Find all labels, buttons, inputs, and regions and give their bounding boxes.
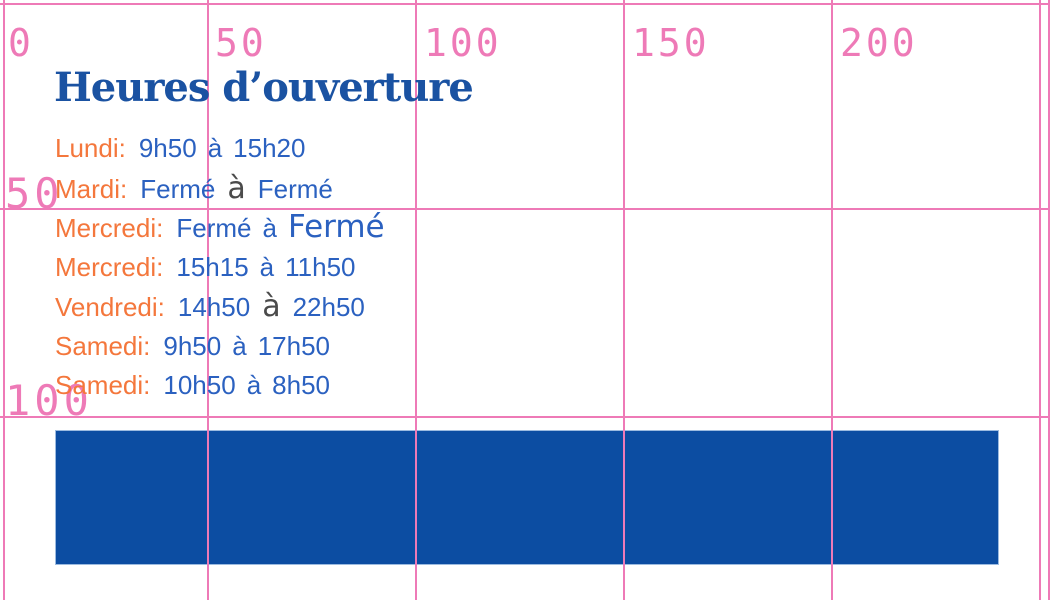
- separator: à: [227, 170, 246, 206]
- day-label: Mercredi:: [55, 251, 164, 282]
- day-label: Lundi:: [55, 133, 126, 163]
- open-time: 9h50: [138, 133, 197, 163]
- open-time: 10h50: [163, 370, 236, 400]
- blue-banner: [55, 430, 999, 565]
- separator: à: [246, 370, 262, 400]
- opening-hours-row: Mercredi: Fermé à Fermé: [55, 208, 385, 248]
- day-label: Vendredi:: [55, 292, 165, 322]
- opening-hours-row: Mercredi: 15h15 à 11h50: [55, 248, 385, 288]
- day-label: Samedi:: [55, 370, 151, 400]
- day-label: Mardi:: [55, 173, 128, 204]
- close-time: 15h20: [233, 133, 306, 163]
- close-time: Fermé: [287, 209, 385, 245]
- close-time: 22h50: [292, 292, 365, 322]
- open-time: 9h50: [163, 330, 222, 361]
- open-time: Fermé: [140, 173, 216, 204]
- separator: à: [262, 289, 281, 324]
- close-time: 8h50: [272, 370, 331, 400]
- open-time: 14h50: [177, 292, 251, 322]
- close-time: 11h50: [285, 251, 356, 282]
- opening-hours-row: Samedi: 10h50 à 8h50: [55, 366, 385, 406]
- day-label: Mercredi:: [55, 213, 164, 243]
- opening-hours-list: Lundi: 9h50 à 15h20 Mardi: Fermé à Fermé Mercred…: [55, 129, 385, 406]
- opening-hours-row: Samedi: 9h50 à 17h50: [55, 327, 385, 367]
- page-title: Heures d’ouverture: [54, 64, 474, 111]
- open-time: 15h15: [176, 251, 249, 282]
- close-time: 17h50: [257, 330, 331, 361]
- opening-hours-row: Lundi: 9h50 à 15h20: [55, 129, 385, 169]
- separator: à: [259, 251, 275, 282]
- separator: à: [262, 213, 277, 243]
- day-label: Samedi:: [55, 330, 151, 361]
- close-time: Fermé: [257, 173, 333, 204]
- opening-hours-row: Mardi: Fermé à Fermé: [55, 169, 385, 209]
- opening-hours-row: Vendredi: 14h50 à 22h50: [55, 287, 385, 327]
- separator: à: [232, 330, 247, 361]
- open-time: Fermé: [176, 213, 252, 243]
- separator: à: [207, 133, 223, 163]
